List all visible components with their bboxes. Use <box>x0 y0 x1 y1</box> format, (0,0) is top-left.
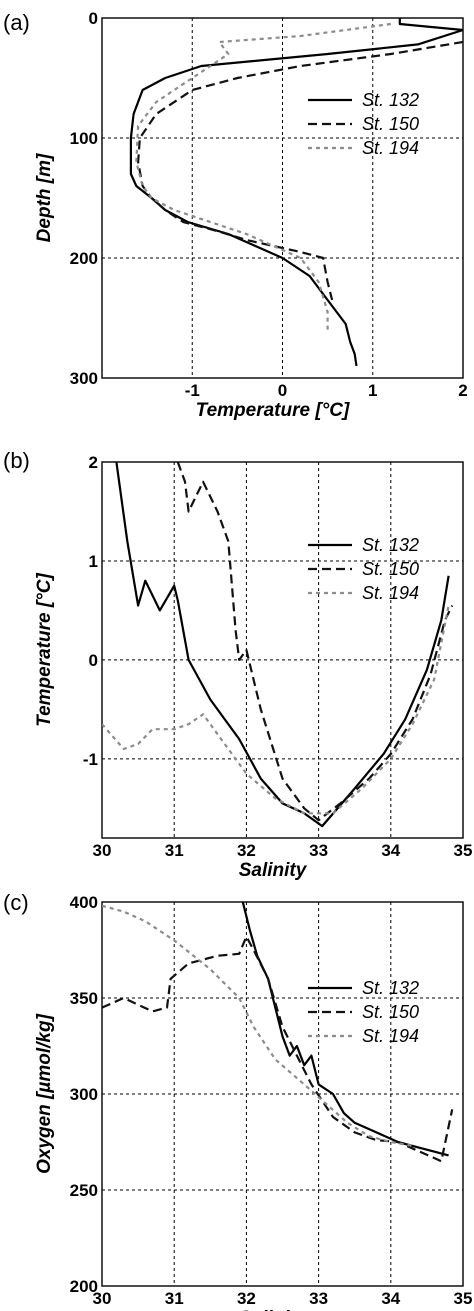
legend-label: St. 132 <box>362 535 419 555</box>
x-tick-label: 30 <box>93 841 112 860</box>
y-tick-label: 250 <box>70 1181 98 1200</box>
legend-label: St. 150 <box>362 559 419 579</box>
y-tick-label: 300 <box>70 369 98 388</box>
x-tick-label: 33 <box>309 841 328 860</box>
y-axis-title: Oxygen [µmol/kg] <box>34 1013 55 1173</box>
legend-label: St. 132 <box>362 978 419 998</box>
x-tick-label: 34 <box>381 1289 400 1308</box>
series-line-st-194 <box>135 22 391 333</box>
y-tick-label: 0 <box>89 651 98 670</box>
x-tick-label: 35 <box>454 1289 473 1308</box>
series-line-st-132 <box>129 18 463 367</box>
series-line-st-150 <box>137 40 463 301</box>
series-line-st-194 <box>102 605 450 815</box>
x-tick-label: 31 <box>165 1289 184 1308</box>
y-tick-label: 200 <box>70 1277 98 1296</box>
y-tick-label: 350 <box>70 989 98 1008</box>
y-tick-label: 100 <box>70 129 98 148</box>
x-tick-label: 34 <box>381 841 400 860</box>
y-tick-label: 0 <box>89 9 98 28</box>
x-axis-title: Salinity <box>239 860 308 881</box>
x-tick-label: 35 <box>454 841 473 860</box>
y-tick-label: 200 <box>70 249 98 268</box>
y-tick-label: 400 <box>70 893 98 912</box>
series-line-st-194 <box>102 904 413 1147</box>
panel-2: (c) 30 31 32 33 34 35 200 250 300 350 400 Salinity Ox… <box>3 890 472 1311</box>
legend-label: St. 132 <box>362 90 419 110</box>
x-tick-label: -1 <box>185 381 200 400</box>
legend-label: St. 194 <box>362 138 419 158</box>
series-line-st-150 <box>176 462 454 822</box>
y-axis-title: Temperature [°C] <box>34 573 55 727</box>
x-tick-label: 1 <box>368 381 377 400</box>
y-tick-label: 1 <box>89 552 98 571</box>
legend-label: St. 194 <box>362 583 419 603</box>
y-tick-label: 2 <box>89 453 98 472</box>
panel-0: (a) -1 0 1 2 0 100 200 300 Temperature [°C] Depth … <box>3 9 468 421</box>
legend-label: St. 150 <box>362 1002 419 1022</box>
y-axis-title: Depth [m] <box>34 153 55 242</box>
panel-1: (b) 30 31 32 33 34 35 -1 0 1 2 Salinity Temperature … <box>3 448 472 881</box>
x-tick-label: 2 <box>458 381 467 400</box>
x-tick-label: 0 <box>278 381 287 400</box>
panel-letter: (a) <box>3 10 30 35</box>
legend-label: St. 150 <box>362 114 419 134</box>
y-tick-label: -1 <box>83 750 98 769</box>
plot-frame <box>101 901 464 1287</box>
x-tick-label: 31 <box>165 841 184 860</box>
x-tick-label: 32 <box>237 1289 256 1308</box>
x-axis-title: Temperature [°C] <box>196 400 350 421</box>
x-tick-label: 30 <box>93 1289 112 1308</box>
x-tick-label: 33 <box>309 1289 328 1308</box>
x-axis-title: Salinity <box>239 1308 308 1311</box>
plot-frame <box>101 461 464 839</box>
plot-frame <box>101 17 464 379</box>
panel-letter: (b) <box>3 448 30 473</box>
legend-label: St. 194 <box>362 1026 419 1046</box>
panel-letter: (c) <box>3 890 29 915</box>
series-line-st-150 <box>102 935 454 1163</box>
series-line-st-132 <box>115 462 450 828</box>
x-tick-label: 32 <box>237 841 256 860</box>
y-tick-label: 300 <box>70 1085 98 1104</box>
